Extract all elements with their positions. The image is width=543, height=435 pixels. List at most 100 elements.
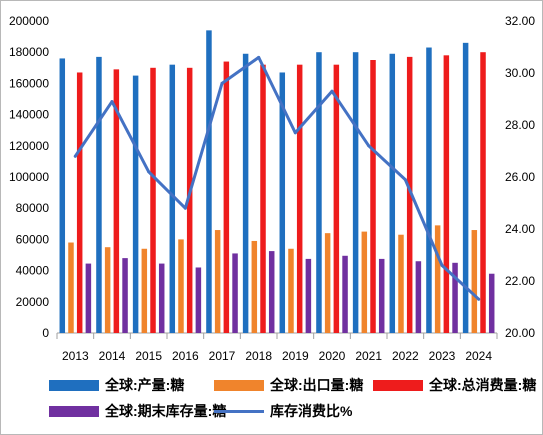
- y-left-tick-label: 40000: [16, 264, 50, 278]
- bar-2-2021: [361, 231, 368, 333]
- line-point-2016: [183, 206, 187, 210]
- line-point-2015: [147, 170, 151, 174]
- y-left-tick-label: 80000: [16, 201, 50, 215]
- y-right-tick-label: 30.00: [505, 66, 535, 80]
- bar-4-2017: [232, 253, 238, 333]
- bar-1-2024: [462, 42, 469, 334]
- line-point-2021: [367, 144, 371, 148]
- y-left-tick-label: 180000: [9, 45, 49, 59]
- bar-1-2021: [352, 52, 359, 333]
- bar-1-2016: [169, 64, 176, 334]
- y-right-tick-label: 32.00: [505, 14, 535, 28]
- bar-1-2020: [316, 52, 322, 333]
- x-tick-label: 2021: [355, 349, 382, 363]
- bar-1-2023: [426, 47, 432, 334]
- y-left-tick-label: 100000: [9, 170, 49, 184]
- bar-3-2024: [480, 52, 486, 333]
- x-tick-label: 2014: [99, 349, 126, 363]
- y-right-tick-label: 20.00: [505, 326, 535, 340]
- bar-2-2017: [214, 230, 221, 333]
- x-tick-label: 2024: [465, 349, 492, 363]
- bar-2-2019: [288, 248, 294, 333]
- line-point-2023: [440, 263, 444, 267]
- y-left-tick-label: 200000: [9, 14, 49, 28]
- bar-4-2021: [378, 258, 385, 333]
- y-left-tick-label: 120000: [9, 139, 49, 153]
- bar-2-2013: [68, 242, 74, 333]
- bar-4-2019: [305, 258, 312, 333]
- bar-1-2022: [389, 53, 396, 333]
- line-point-2013: [73, 154, 77, 158]
- line-point-2017: [220, 81, 224, 85]
- bar-3-2021: [370, 60, 376, 333]
- bar-3-2017: [223, 61, 230, 334]
- bar-2-2020: [324, 233, 331, 333]
- bar-4-2023: [452, 262, 458, 333]
- legend-label-ending-stock: 全球:期末库存量:糖: [105, 403, 227, 419]
- bar-3-2015: [150, 67, 156, 334]
- legend-item-production: 全球:产量:糖: [49, 375, 184, 395]
- bar-2-2024: [471, 230, 478, 333]
- x-tick-label: 2017: [209, 349, 236, 363]
- bar-2-2016: [178, 239, 184, 333]
- legend-swatch-production: [49, 379, 99, 391]
- bar-4-2014: [122, 258, 128, 333]
- y-left-tick-label: 160000: [9, 76, 49, 90]
- bar-1-2015: [132, 75, 139, 333]
- y-left-tick-label: 20000: [16, 295, 50, 309]
- legend-item-ending-stock: 全球:期末库存量:糖: [49, 401, 226, 421]
- line-point-2020: [330, 89, 334, 93]
- bar-2-2023: [434, 225, 441, 333]
- x-tick-label: 2023: [429, 349, 456, 363]
- legend-label-production: 全球:产量:糖: [105, 377, 185, 393]
- legend-swatch-stock-ratio: [214, 409, 264, 413]
- line-point-2022: [403, 178, 407, 182]
- bar-3-2023: [443, 55, 450, 333]
- legend-item-consumption: 全球:总消费量:糖: [373, 375, 536, 395]
- line-point-2019: [293, 131, 297, 135]
- bar-3-2022: [406, 56, 413, 333]
- legend-label-consumption: 全球:总消费量:糖: [429, 377, 537, 393]
- legend-swatch-ending-stock: [49, 405, 99, 417]
- bar-2-2015: [141, 248, 148, 333]
- bar-1-2017: [206, 30, 212, 334]
- x-tick-label: 2020: [319, 349, 346, 363]
- x-tick-label: 2016: [172, 349, 199, 363]
- x-tick-label: 2022: [392, 349, 419, 363]
- bar-1-2018: [242, 53, 249, 333]
- bar-1-2019: [279, 72, 286, 333]
- bar-4-2013: [85, 263, 92, 333]
- bar-3-2013: [76, 72, 83, 333]
- bar-3-2018: [260, 64, 266, 334]
- bar-3-2019: [296, 64, 303, 334]
- line-series-stock-ratio: [73, 55, 481, 301]
- bar-2-2018: [251, 240, 258, 333]
- bar-4-2015: [158, 263, 165, 333]
- legend-swatch-consumption: [373, 379, 423, 391]
- legend-label-export: 全球:出口量:糖: [270, 377, 364, 393]
- legend-item-stock-ratio: 库存消费比%: [214, 401, 352, 421]
- y-left-tick-label: 0: [42, 326, 49, 340]
- bar-3-2016: [186, 67, 193, 334]
- bar-4-2016: [195, 267, 202, 333]
- bar-1-2013: [59, 58, 66, 333]
- bar-3-2014: [113, 69, 120, 334]
- x-tick-label: 2015: [135, 349, 162, 363]
- legend-swatch-export: [214, 379, 264, 391]
- y-right-tick-label: 28.00: [505, 118, 535, 132]
- bar-4-2024: [488, 273, 495, 333]
- y-right-tick-label: 26.00: [505, 170, 535, 184]
- line-point-2024: [477, 297, 481, 301]
- bar-4-2020: [342, 255, 348, 333]
- y-right-tick-label: 22.00: [505, 274, 535, 288]
- legend-label-stock-ratio: 库存消费比%: [270, 403, 353, 419]
- x-tick-label: 2018: [245, 349, 272, 363]
- line-point-2018: [257, 55, 261, 59]
- legend: 全球:产量:糖 全球:出口量:糖 全球:总消费量:糖 全球:期末库存量:糖 库存…: [1, 369, 542, 429]
- y-left-tick-label: 60000: [16, 232, 50, 246]
- bar-4-2022: [415, 261, 422, 333]
- bar-1-2014: [96, 56, 102, 333]
- legend-item-export: 全球:出口量:糖: [214, 375, 363, 395]
- bar-2-2014: [104, 247, 111, 333]
